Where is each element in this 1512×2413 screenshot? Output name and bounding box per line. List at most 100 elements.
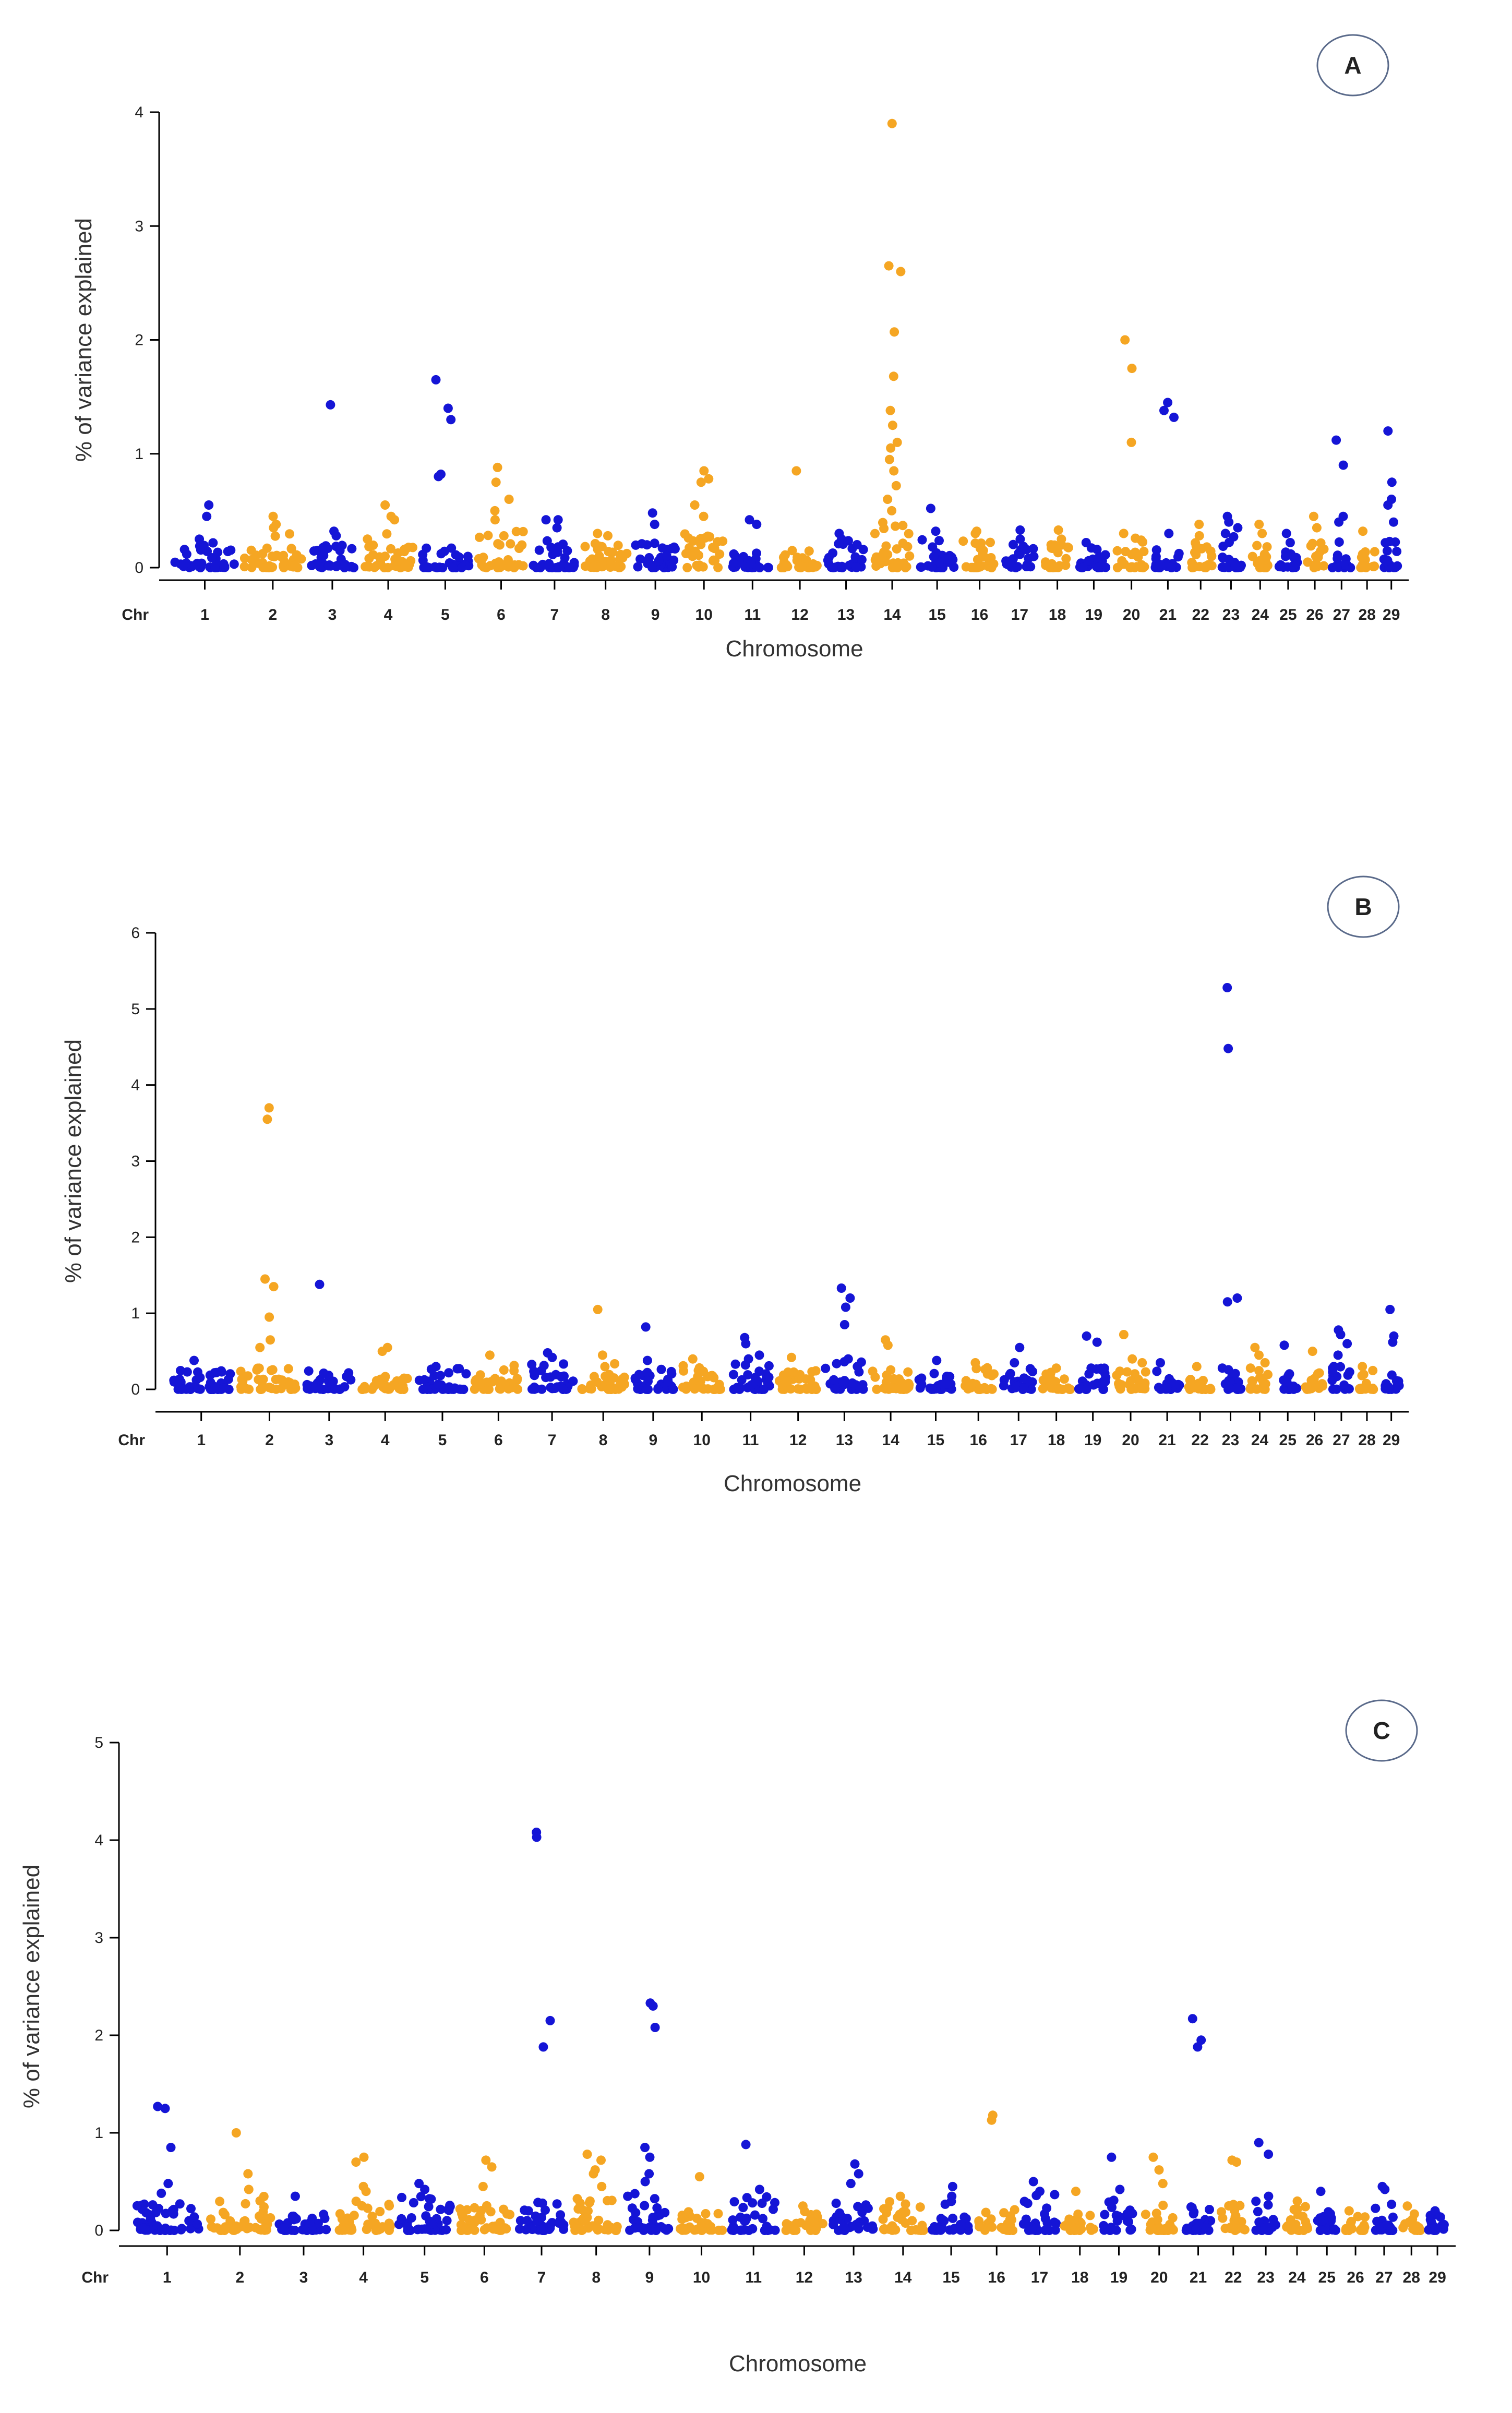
snp-point — [509, 1380, 519, 1390]
snp-peak-point — [752, 520, 762, 530]
snp-peak-point — [266, 1335, 275, 1345]
x-tick-label: 5 — [441, 606, 450, 623]
snp-point — [750, 2210, 760, 2220]
snp-peak-point — [545, 2015, 555, 2025]
snp-point — [558, 1385, 568, 1394]
chromosome-27-points — [1327, 435, 1355, 572]
snp-point — [509, 1366, 519, 1376]
chromosome-13-points — [829, 2159, 878, 2235]
snp-point — [744, 2226, 754, 2235]
snp-point — [736, 2225, 746, 2235]
snp-point — [591, 2222, 601, 2231]
y-tick-label: 2 — [94, 2027, 103, 2044]
chromosome-23-points — [1251, 2138, 1280, 2235]
chromosome-29-points — [1379, 426, 1402, 572]
x-tick-label: 22 — [1191, 1432, 1208, 1449]
snp-peak-point — [1389, 517, 1398, 527]
snp-point — [976, 538, 986, 548]
snp-point — [715, 549, 725, 559]
snp-peak-point — [841, 1302, 850, 1312]
snp-point — [371, 2226, 381, 2235]
y-tick-label: 2 — [135, 332, 143, 349]
snp-point — [442, 2216, 452, 2226]
snp-peak-point — [443, 403, 453, 413]
chromosome-3-points — [302, 1279, 356, 1394]
snp-peak-point — [596, 2155, 606, 2165]
snp-peak-point — [1336, 1330, 1346, 1339]
x-tick-label: 27 — [1375, 2269, 1393, 2286]
snp-point — [210, 562, 220, 571]
snp-point — [175, 2199, 185, 2209]
snp-point — [318, 543, 328, 553]
snp-point — [496, 1376, 506, 1386]
chromosome-12-points — [774, 1352, 821, 1394]
chromosome-28-points — [1354, 1362, 1378, 1394]
snp-point — [215, 2196, 225, 2206]
snp-point — [470, 2203, 479, 2213]
snp-point — [837, 563, 847, 572]
snp-peak-point — [896, 267, 906, 277]
snp-point — [305, 2218, 315, 2228]
x-tick-label: 19 — [1110, 2269, 1127, 2286]
snp-point — [349, 563, 358, 572]
x-tick-label: 4 — [384, 606, 393, 623]
x-tick-label: 16 — [971, 606, 988, 623]
panel-label-circle — [1345, 1699, 1418, 1762]
snp-point — [971, 563, 981, 572]
snp-point — [527, 1360, 537, 1370]
x-tick-label: 22 — [1192, 606, 1209, 623]
snp-peak-point — [1035, 2187, 1045, 2196]
chromosome-25-points — [1274, 529, 1302, 572]
snp-point — [193, 2219, 202, 2229]
snp-point — [236, 1366, 246, 1376]
snp-peak-point — [932, 1355, 942, 1365]
chromosome-4-points — [361, 500, 417, 572]
x-tick-label: 1 — [200, 606, 209, 623]
snp-point — [948, 555, 958, 565]
snp-point — [1383, 2220, 1393, 2230]
snp-point — [1054, 1384, 1064, 1394]
snp-point — [323, 1384, 333, 1394]
snp-peak-point — [262, 1114, 272, 1124]
snp-peak-point — [970, 1358, 980, 1367]
snp-point — [1053, 562, 1063, 572]
snp-point — [729, 2197, 739, 2207]
x-tick-label: 28 — [1403, 2269, 1420, 2286]
snp-point — [454, 552, 464, 562]
snp-point — [1085, 2211, 1095, 2220]
snp-point — [1009, 539, 1018, 549]
chromosome-6-points — [470, 1350, 523, 1394]
snp-peak-point — [741, 2140, 751, 2150]
x-tick-label: 26 — [1347, 2269, 1364, 2286]
snp-point — [590, 539, 600, 548]
snp-point — [622, 548, 632, 558]
snp-point — [1387, 2200, 1397, 2210]
snp-point — [1225, 1384, 1235, 1394]
snp-peak-point — [1082, 1331, 1091, 1341]
snp-point — [568, 1376, 578, 1386]
snp-peak-point — [541, 515, 551, 525]
snp-peak-point — [690, 500, 700, 510]
snp-point — [439, 546, 449, 556]
snp-point — [177, 2224, 187, 2234]
snp-point — [287, 2225, 297, 2235]
snp-point — [290, 560, 300, 570]
snp-point — [1356, 2225, 1366, 2235]
snp-point — [1311, 560, 1321, 570]
panel-label: B — [1354, 893, 1372, 920]
snp-point — [585, 2196, 595, 2206]
chromosome-17-points — [1001, 525, 1039, 572]
snp-peak-point — [1358, 1362, 1367, 1372]
snp-point — [641, 1384, 651, 1394]
snp-point — [544, 561, 554, 571]
snp-point — [1112, 546, 1122, 556]
snp-point — [623, 2191, 633, 2201]
snp-point — [709, 1385, 718, 1394]
snp-peak-point — [1194, 520, 1204, 530]
snp-point — [804, 546, 814, 556]
snp-point — [151, 2207, 161, 2217]
snp-point — [1191, 550, 1201, 559]
snp-point — [611, 2226, 621, 2235]
snp-point — [883, 549, 893, 559]
x-tick-label: 27 — [1333, 606, 1350, 623]
